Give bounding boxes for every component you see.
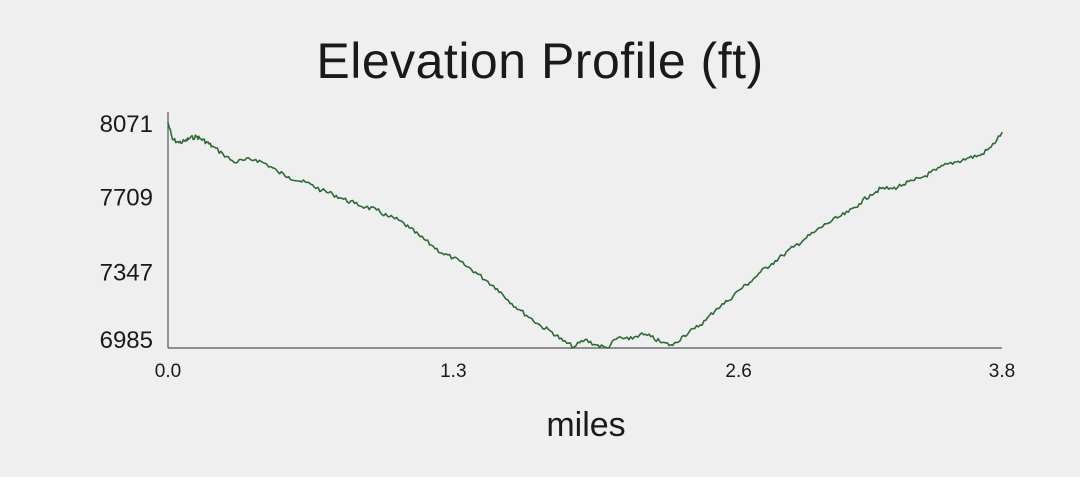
y-tick-label: 6985 [100,327,153,354]
x-axis-label: miles [546,406,625,444]
y-tick-label: 8071 [100,111,153,138]
chart-axes [167,112,1002,349]
y-tick-label: 7347 [100,260,153,287]
y-tick-labels: 6985 7347 7709 8071 [100,111,153,354]
x-tick-label: 2.6 [725,361,751,382]
x-tick-label: 0.0 [155,361,181,382]
y-tick-label: 7709 [100,184,153,211]
elevation-series-line [167,121,1003,349]
series-group [167,121,1003,349]
x-tick-labels: 0.0 1.3 2.6 3.8 [155,361,1015,382]
x-tick-label: 3.8 [989,361,1015,382]
chart-title: Elevation Profile (ft) [316,33,764,89]
x-tick-label: 1.3 [440,361,466,382]
